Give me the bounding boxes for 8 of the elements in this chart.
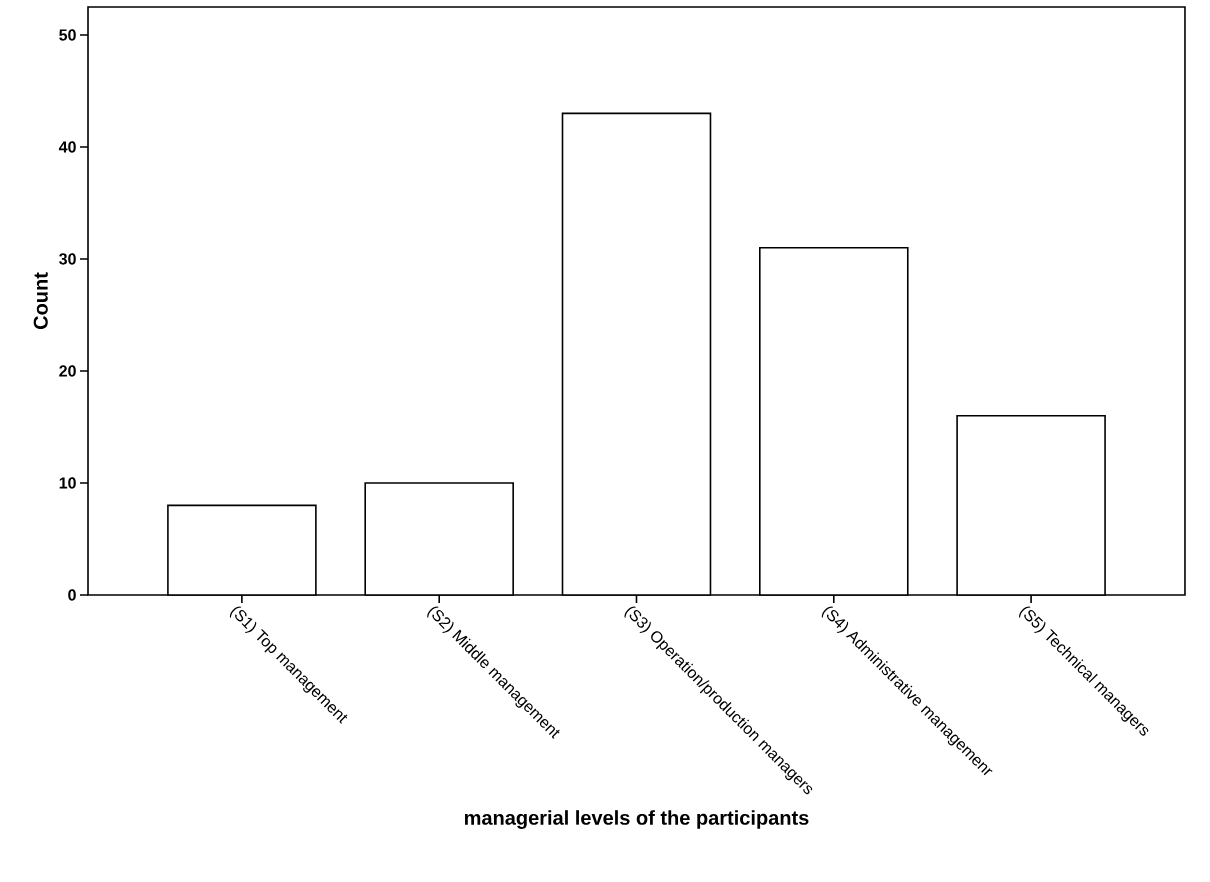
x-axis-title: managerial levels of the participants bbox=[464, 810, 809, 829]
y-tick-label: 0 bbox=[68, 589, 76, 601]
y-tick-label: 10 bbox=[59, 477, 76, 489]
y-axis-title: Count bbox=[33, 272, 48, 330]
y-tick-label: 40 bbox=[58, 141, 76, 153]
y-tick-label: 20 bbox=[59, 365, 76, 377]
y-tick-label: 30 bbox=[59, 253, 76, 265]
y-tick-label: 50 bbox=[59, 29, 76, 41]
